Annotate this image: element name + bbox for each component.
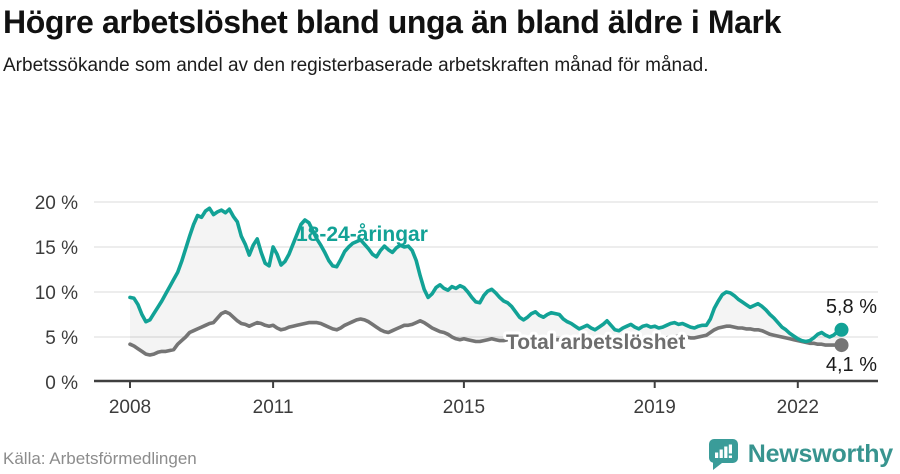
chart-annotations: 18-24-åringar Total arbetslöshet 5,8 % 4… [296,223,877,376]
end-dots [834,322,849,353]
y-tick-label: 10 % [35,283,78,304]
line-total [128,309,844,357]
series-label-young: 18-24-åringar [296,223,428,246]
end-value-label-total: 4,1 % [826,354,877,376]
y-tick-label: 0 % [45,373,78,394]
end-value-label-young: 5,8 % [826,296,877,318]
end-dot-total [834,338,849,353]
x-tick-label: 2022 [777,397,819,418]
x-tick-label: 2015 [443,397,485,418]
line-young [128,206,844,344]
area-between-lines [130,208,842,355]
y-tick-label: 20 % [35,193,78,214]
y-tick-label: 15 % [35,238,78,259]
y-axis: 0 % 5 % 10 % 15 % 20 % [35,193,78,394]
y-tick-label: 5 % [45,328,78,349]
x-axis: 2008 2011 2015 2019 2022 [94,379,878,418]
chart-subtitle: Arbetssökande som andel av den registerb… [3,54,709,76]
newsworthy-brand: Newsworthy [708,438,893,471]
x-tick-label: 2019 [634,397,676,418]
source-credit: Källa: Arbetsförmedlingen [3,449,197,468]
series-label-total: Total arbetslöshet [506,331,685,354]
end-dot-young [834,322,849,337]
newsworthy-chart-bubble-icon [708,439,738,470]
brand-name: Newsworthy [747,440,893,468]
page-title: Högre arbetslöshet bland unga än bland ä… [3,4,781,40]
x-tick-label: 2011 [253,397,294,418]
series-lines [128,206,844,357]
chart-header: Högre arbetslöshet bland unga än bland ä… [3,2,890,80]
x-tick-label: 2008 [109,397,151,418]
fill-between-area [130,208,842,355]
